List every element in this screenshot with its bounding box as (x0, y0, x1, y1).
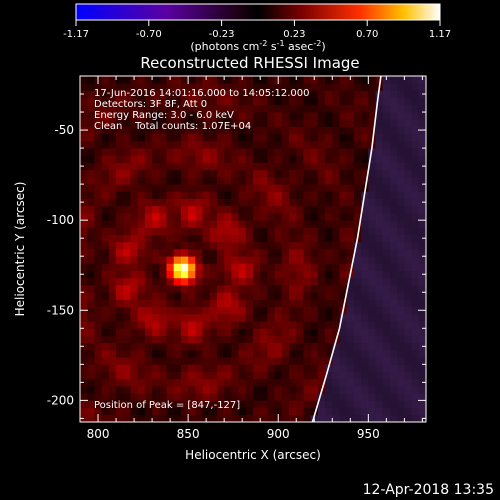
colorbar-unit-label: (photons cm-2 s-1 asec-2) (190, 39, 325, 53)
annotation-method: Clean Total counts: 1.07E+04 (94, 121, 251, 132)
annotation-detectors: Detectors: 3F 8F, Att 0 (94, 99, 207, 110)
annotation-energy: Energy Range: 3.0 - 6.0 keV (94, 110, 234, 121)
colorbar-tick-label: -0.23 (209, 29, 235, 40)
y-tick-label: -150 (47, 303, 74, 317)
colorbar-tick-label: -0.70 (136, 29, 162, 40)
colorbar-tick-label: 1.17 (429, 29, 451, 40)
axis-ticks: 800 850 900 950 -50 -100 -150 -200 (47, 75, 426, 441)
x-tick-label: 800 (87, 427, 110, 441)
colorbar-ticks: -1.17 -0.70 -0.23 0.23 0.70 1.17 (63, 20, 451, 40)
colorbar-tick-label: 0.23 (283, 29, 305, 40)
annotation-time-range: 17-Jun-2016 14:01:16.000 to 14:05:12.000 (94, 88, 310, 99)
colorbar-tick-label: -1.17 (63, 29, 89, 40)
colorbar-tick-label: 0.70 (356, 29, 378, 40)
annotation-peak-position: Position of Peak = [847,-127] (94, 400, 240, 411)
chart-title: Reconstructed RHESSI Image (140, 54, 359, 72)
x-tick-label: 950 (357, 427, 380, 441)
x-tick-label: 850 (177, 427, 200, 441)
plot-frame (79, 75, 427, 423)
colorbar (75, 3, 441, 21)
y-tick-label: -50 (54, 123, 74, 137)
x-tick-label: 900 (267, 427, 290, 441)
footer-timestamp: 12-Apr-2018 13:35 (362, 482, 494, 498)
solar-limb-curve (311, 76, 382, 422)
image-pixels (80, 76, 426, 422)
y-axis-label: Heliocentric Y (arcsec) (13, 182, 27, 317)
x-axis-label: Heliocentric X (arcsec) (185, 448, 321, 462)
y-tick-label: -200 (47, 393, 74, 407)
y-tick-label: -100 (47, 213, 74, 227)
